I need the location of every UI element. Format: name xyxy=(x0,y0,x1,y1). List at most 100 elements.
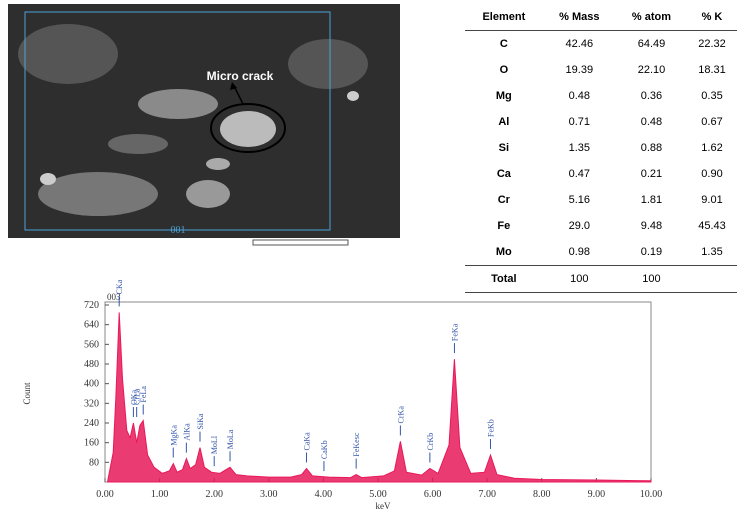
cell: 64.49 xyxy=(637,38,666,50)
table-row: Total 100 100 xyxy=(465,265,737,293)
cell: Fe xyxy=(497,220,511,232)
chart: 003 80 160 240 320 400 480 560 640 720 0.00 1.00 2.0… xyxy=(22,280,663,510)
table-row: Mo 0.98 0.19 1.35 xyxy=(465,239,737,266)
y-tick-label: 640 xyxy=(84,320,99,331)
table-row: Fe 29.0 9.48 45.43 xyxy=(465,213,737,239)
cell: 1.35 xyxy=(568,142,591,154)
cell: 100 xyxy=(542,265,616,293)
cell: 100 xyxy=(615,265,687,293)
cell: Cr xyxy=(497,194,510,206)
cell: 45.43 xyxy=(698,220,726,232)
cell: 0.48 xyxy=(640,116,663,128)
table-row: C 42.46 64.49 22.32 xyxy=(465,31,737,58)
cell: 0.47 xyxy=(568,168,591,180)
x-tick-label: 5.00 xyxy=(369,489,387,500)
table-row: Ca 0.47 0.21 0.90 xyxy=(465,161,737,187)
cell: 5.16 xyxy=(568,194,591,206)
x-tick-label: 1.00 xyxy=(151,489,169,500)
x-tick-label: 4.00 xyxy=(315,489,333,500)
x-axis-label: keV xyxy=(376,501,391,510)
annotation: Micro crack xyxy=(207,69,274,83)
y-tick-label: 320 xyxy=(84,398,99,409)
cell: Ca xyxy=(496,168,511,180)
cell: 1.62 xyxy=(701,142,723,154)
x-tick-label: 6.00 xyxy=(424,489,442,500)
x-tick-label: 2.00 xyxy=(205,489,223,500)
cell: 19.39 xyxy=(565,64,594,76)
table-row: Si 1.35 0.88 1.62 xyxy=(465,135,737,161)
frame-label: 001 xyxy=(171,225,186,236)
peak-label: CrLa xyxy=(133,388,142,405)
x-tick-label: 9.00 xyxy=(588,489,606,500)
x-tick-label: 0.00 xyxy=(96,489,114,500)
y-axis-label: Count xyxy=(22,382,32,405)
cell: 0.19 xyxy=(640,246,663,258)
peak-label: FeKb xyxy=(486,419,495,437)
cell: 0.48 xyxy=(568,90,591,102)
header-cell: % Mass xyxy=(542,4,616,31)
sem-image: Micro crack 001 xyxy=(8,4,400,246)
y-tick-label: 80 xyxy=(89,457,99,468)
cell: 0.36 xyxy=(640,90,663,102)
cell: 0.71 xyxy=(568,116,591,128)
peak-label: MoLl xyxy=(210,435,219,454)
peak-label: AlKa xyxy=(182,423,191,441)
composition-table: Element% Mass% atom% K C 42.46 64.49 22.32 O 1… xyxy=(465,4,737,293)
cell: Total xyxy=(465,265,543,293)
spectrum xyxy=(107,312,652,483)
arrow-head xyxy=(230,82,237,90)
header-cell: % K xyxy=(686,4,737,31)
cell xyxy=(686,265,737,293)
peak-label: FeKa xyxy=(450,323,459,341)
cell: 42.46 xyxy=(565,38,594,50)
cell: C xyxy=(499,38,508,50)
cell: 0.88 xyxy=(640,142,663,154)
frame xyxy=(24,11,331,231)
table-row: O 19.39 22.10 18.31 xyxy=(465,57,737,83)
peak-label: OKa xyxy=(129,389,138,405)
cell: 1.81 xyxy=(640,194,663,206)
cell: 29.0 xyxy=(568,220,591,232)
y-tick-label: 400 xyxy=(84,379,99,390)
table-row: Cr 5.16 1.81 9.01 xyxy=(465,187,737,213)
cell: 0.67 xyxy=(701,116,723,128)
scale-bar xyxy=(252,239,349,246)
cell: 0.35 xyxy=(701,90,723,102)
peak-label: FeKesc xyxy=(352,432,361,456)
x-tick-label: 3.00 xyxy=(260,489,278,500)
cell: 0.98 xyxy=(568,246,591,258)
peak-label: CrKb xyxy=(426,433,435,451)
cell: 9.01 xyxy=(701,194,723,206)
header-cell: % atom xyxy=(615,4,687,31)
y-tick-label: 720 xyxy=(84,300,99,311)
peak-label: MoLa xyxy=(226,429,235,449)
table-row: Mg 0.48 0.36 0.35 xyxy=(465,83,737,109)
cell: Mg xyxy=(495,90,512,102)
peak-label: CaKa xyxy=(302,432,311,451)
cell: 0.90 xyxy=(701,168,723,180)
cell: Mo xyxy=(495,246,512,258)
peak-label: SiKa xyxy=(196,413,205,429)
header-row: Element% Mass% atom% K xyxy=(465,4,737,31)
peak-label: MgKa xyxy=(169,425,178,446)
peak-label: CKa xyxy=(115,280,124,294)
cell: 22.10 xyxy=(637,64,666,76)
y-tick-label: 240 xyxy=(84,418,99,429)
texture xyxy=(18,24,368,216)
x-tick-label: 10.00 xyxy=(640,489,663,500)
crack-circle xyxy=(210,103,286,153)
cell: Si xyxy=(498,142,510,154)
peak-label: CrKa xyxy=(396,406,405,424)
arrow xyxy=(233,85,244,105)
header-cell: Element xyxy=(465,4,543,31)
cell: 0.21 xyxy=(640,168,663,180)
plot-frame xyxy=(104,301,652,483)
x-tick-label: 8.00 xyxy=(533,489,551,500)
x-tick-label: 7.00 xyxy=(478,489,496,500)
cell: 18.31 xyxy=(698,64,726,76)
peak-label: CaKb xyxy=(320,440,329,459)
table-row: Al 0.71 0.48 0.67 xyxy=(465,109,737,135)
cell: 9.48 xyxy=(640,220,663,232)
cell: 22.32 xyxy=(698,38,726,50)
